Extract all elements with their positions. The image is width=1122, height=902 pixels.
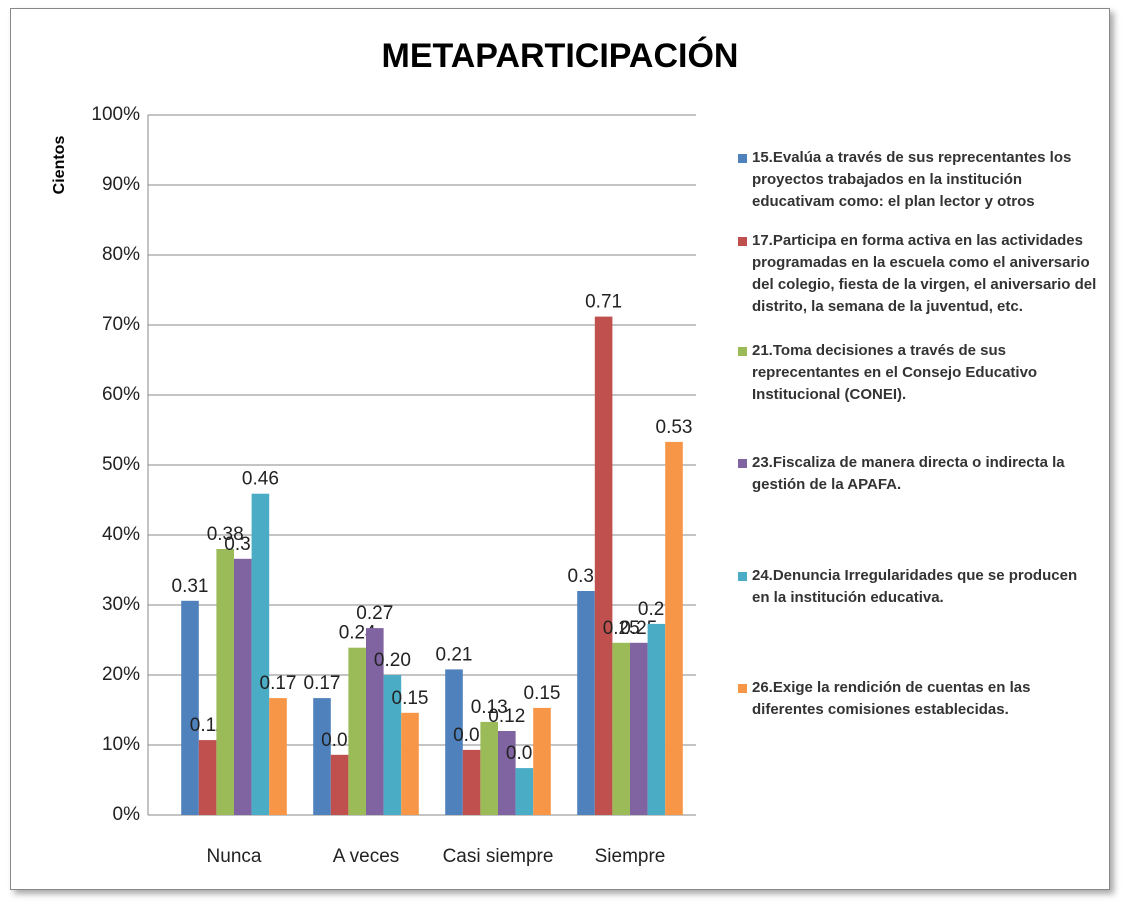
bar [348,647,366,815]
bar [234,558,252,815]
bar [198,740,217,815]
bar [665,441,683,815]
data-label: 0.27 [356,603,393,624]
legend-item: 26.Exige la rendición de cuentas en las … [738,677,1098,721]
bar [480,721,498,815]
data-label: 0.21 [436,644,473,665]
bar [216,549,234,815]
bar [366,628,384,815]
data-label: 0.13 [471,697,508,718]
legend-label: 24.Denuncia Irregularidades que se produ… [752,567,1078,606]
y-axis-label: Cientos [51,136,68,195]
x-tick-label: Siempre [595,846,666,867]
legend-item: 21.Toma decisiones a través de sus repre… [738,340,1098,406]
legend-swatch [738,237,747,246]
y-tick-label: 20% [102,664,140,685]
bar [330,754,349,815]
bar [269,698,287,815]
x-tick-label: A veces [333,846,400,867]
legend-label: 21.Toma decisiones a través de sus repre… [752,342,1038,403]
y-tick-label: 10% [102,734,140,755]
legend-label: 23.Fiscaliza de manera directa o indirec… [752,454,1065,493]
data-label: 0.31 [172,576,209,597]
bar [251,493,270,815]
legend-label: 15.Evalúa a través de sus reprecentantes… [752,149,1072,210]
data-label: 0.15 [524,683,561,704]
legend-label: 17.Participa en forma activa en las acti… [752,232,1097,315]
bar [445,669,463,815]
bar [401,712,419,815]
data-label: 0.53 [656,417,693,438]
legend-swatch [738,154,747,163]
legend-label: 26.Exige la rendición de cuentas en las … [752,679,1031,718]
y-tick-label: 90% [102,174,140,195]
data-label: 0.17 [260,673,297,694]
data-label: 0.71 [585,292,622,313]
y-tick-label: 80% [102,244,140,265]
legend-swatch [738,459,747,468]
x-tick-label: Casi siempre [443,846,554,867]
legend-item: 15.Evalúa a través de sus reprecentantes… [738,147,1098,213]
bar [594,316,613,815]
bar [533,707,551,815]
bar [181,600,199,815]
bar [577,591,595,815]
legend-item: 24.Denuncia Irregularidades que se produ… [738,565,1098,609]
legend-swatch [738,572,747,581]
y-tick-label: 100% [91,104,140,125]
data-label: 0.20 [374,650,411,671]
bar [630,642,648,815]
bar [647,623,666,815]
legend-swatch [738,347,747,356]
y-tick-label: 30% [102,594,140,615]
bar [515,768,534,815]
y-tick-label: 0% [113,804,141,825]
data-label: 0.17 [304,673,341,694]
data-label: 0.12 [488,706,525,727]
bar [462,749,481,815]
chart-title: METAPARTICIPACIÓN [382,37,739,75]
y-tick-label: 60% [102,384,140,405]
bar [313,698,331,815]
bar [612,642,630,815]
y-tick-label: 50% [102,454,140,475]
y-tick-label: 70% [102,314,140,335]
x-tick-label: Nunca [207,846,262,867]
legend-item: 23.Fiscaliza de manera directa o indirec… [738,452,1098,496]
data-label: 0.38 [207,524,244,545]
bar [498,731,516,815]
data-label: 0.46 [242,469,279,490]
bar [383,675,402,815]
legend-swatch [738,684,747,693]
legend-item: 17.Participa en forma activa en las acti… [738,230,1098,318]
data-label: 0.15 [392,688,429,709]
y-tick-label: 40% [102,524,140,545]
data-label: 0.25 [603,618,640,639]
